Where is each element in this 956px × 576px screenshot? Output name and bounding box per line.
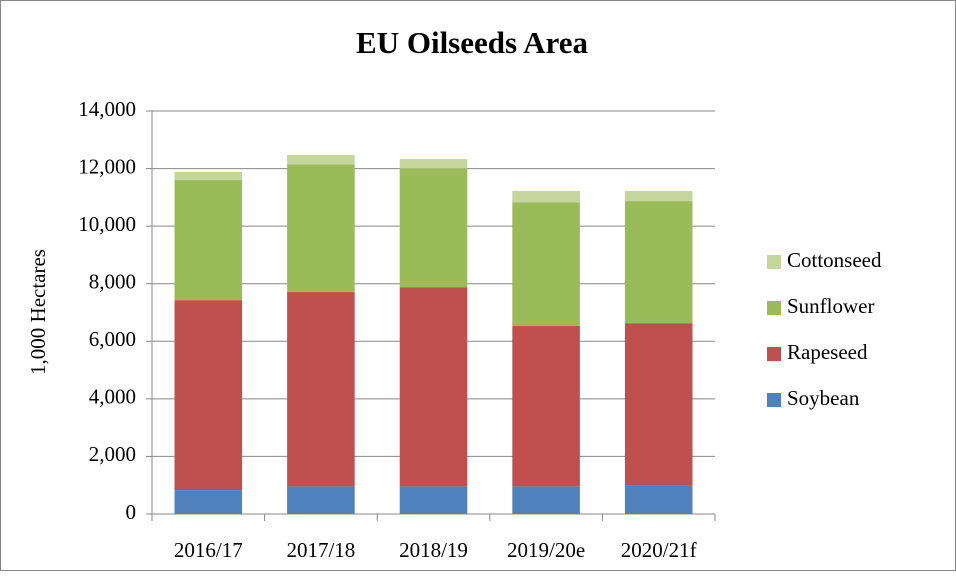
bar-segment	[174, 300, 243, 491]
legend-label: Cottonseed	[787, 248, 882, 272]
bar-segment	[399, 287, 468, 487]
x-tick-label: 2020/21f	[621, 538, 697, 562]
bar-segment	[624, 323, 693, 486]
y-tick-label: 4,000	[89, 385, 136, 409]
legend-swatch	[767, 347, 781, 361]
bar-segment	[174, 490, 243, 514]
bar-segment	[287, 486, 355, 514]
legend-label: Rapeseed	[787, 340, 868, 364]
y-tick-label: 8,000	[89, 270, 136, 294]
bar-segment	[174, 180, 243, 301]
bar-segment	[399, 159, 468, 169]
legend-swatch	[767, 301, 781, 315]
bar-segment	[174, 172, 243, 181]
y-tick-label: 12,000	[78, 154, 136, 178]
x-tick-label: 2019/20e	[507, 538, 585, 562]
bar-segment	[287, 155, 355, 165]
x-tick-label: 2016/17	[174, 538, 243, 562]
bar-segment	[624, 485, 693, 514]
legend-swatch	[767, 255, 781, 269]
legend-swatch	[767, 393, 781, 407]
y-tick-label: 10,000	[78, 212, 136, 236]
y-tick-label: 2,000	[89, 442, 136, 466]
x-tick-label: 2018/19	[399, 538, 468, 562]
x-tick-label: 2017/18	[286, 538, 355, 562]
chart-title: EU Oilseeds Area	[356, 25, 588, 60]
legend-label: Soybean	[787, 386, 860, 410]
y-axis-label: 1,000 Hectares	[26, 249, 50, 375]
bar-segment	[512, 202, 580, 327]
bar-segment	[624, 191, 693, 202]
y-tick-label: 0	[126, 500, 137, 524]
bar-segment	[512, 486, 580, 514]
bar-segment	[512, 191, 580, 203]
bar-segment	[512, 326, 580, 487]
bar-segment	[399, 486, 468, 514]
legend-label: Sunflower	[787, 294, 875, 318]
y-tick-label: 14,000	[78, 97, 136, 121]
bar-segment	[399, 168, 468, 288]
y-tick-label: 6,000	[89, 327, 136, 351]
bar-segment	[287, 292, 355, 487]
bar-segment	[287, 164, 355, 293]
bar-segment	[624, 201, 693, 324]
